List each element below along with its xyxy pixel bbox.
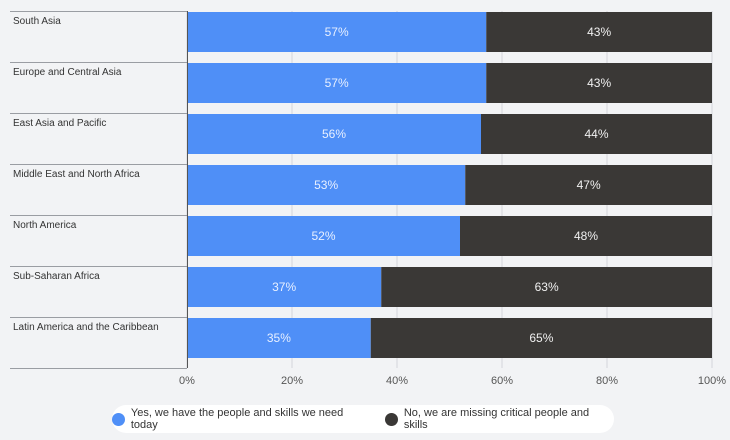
x-tick-label-100: 100% <box>698 375 726 387</box>
data-label-no: 48% <box>574 229 598 243</box>
data-label-yes: 37% <box>272 280 296 294</box>
axes: 0% 20% 40% 60% 80% 100% South Asia Europe and C… <box>13 11 726 387</box>
legend-item-yes[interactable]: Yes, we have the people and skills we ne… <box>112 407 371 431</box>
bar-yes <box>187 318 371 358</box>
data-label-yes: 56% <box>322 127 346 141</box>
legend-label-no: No, we are missing critical people and s… <box>403 407 590 431</box>
category-label: Latin America and the Caribbean <box>13 322 159 333</box>
bar-no <box>465 165 712 205</box>
bar-yes <box>187 114 481 154</box>
legend-label-yes: Yes, we have the people and skills we ne… <box>130 407 344 431</box>
x-tick-label-60: 60% <box>491 375 513 387</box>
data-label-yes: 52% <box>311 229 335 243</box>
data-label-no: 43% <box>587 76 611 90</box>
bars: 57% 43% 57% 43% 56% 44% 53% 47% 52% 48% 37% 63% 35% 6… <box>187 12 712 358</box>
category-label: East Asia and Pacific <box>13 118 106 129</box>
legend-swatch-no <box>384 412 398 426</box>
data-label-no: 43% <box>587 25 611 39</box>
bar-no <box>370 318 712 358</box>
legend-item-no[interactable]: No, we are missing critical people and s… <box>384 407 614 431</box>
data-label-no: 44% <box>584 127 608 141</box>
data-label-yes: 53% <box>314 178 338 192</box>
x-tick-label-0: 0% <box>179 375 195 387</box>
x-tick-label-20: 20% <box>281 375 303 387</box>
category-label: South Asia <box>13 16 61 27</box>
row-separators <box>10 11 187 369</box>
bar-yes <box>187 63 487 103</box>
data-label-yes: 57% <box>325 76 349 90</box>
category-label: Europe and Central Asia <box>13 67 122 78</box>
data-label-no: 65% <box>529 331 553 345</box>
bar-no <box>460 216 712 256</box>
bar-no <box>486 63 712 103</box>
legend: Yes, we have the people and skills we ne… <box>112 405 614 433</box>
bar-no <box>481 114 712 154</box>
data-label-yes: 57% <box>325 25 349 39</box>
bar-yes <box>187 12 487 52</box>
bar-yes <box>187 216 460 256</box>
bar-no <box>381 267 712 307</box>
category-label: North America <box>13 220 77 231</box>
category-label: Middle East and North Africa <box>13 169 140 180</box>
bar-yes <box>187 165 466 205</box>
data-label-no: 47% <box>577 178 601 192</box>
bar-yes <box>187 267 382 307</box>
x-tick-label-40: 40% <box>386 375 408 387</box>
data-label-no: 63% <box>535 280 559 294</box>
data-label-yes: 35% <box>267 331 291 345</box>
bar-no <box>486 12 712 52</box>
x-tick-label-80: 80% <box>596 375 618 387</box>
legend-swatch-yes <box>112 412 125 426</box>
category-label: Sub-Saharan Africa <box>13 271 100 282</box>
